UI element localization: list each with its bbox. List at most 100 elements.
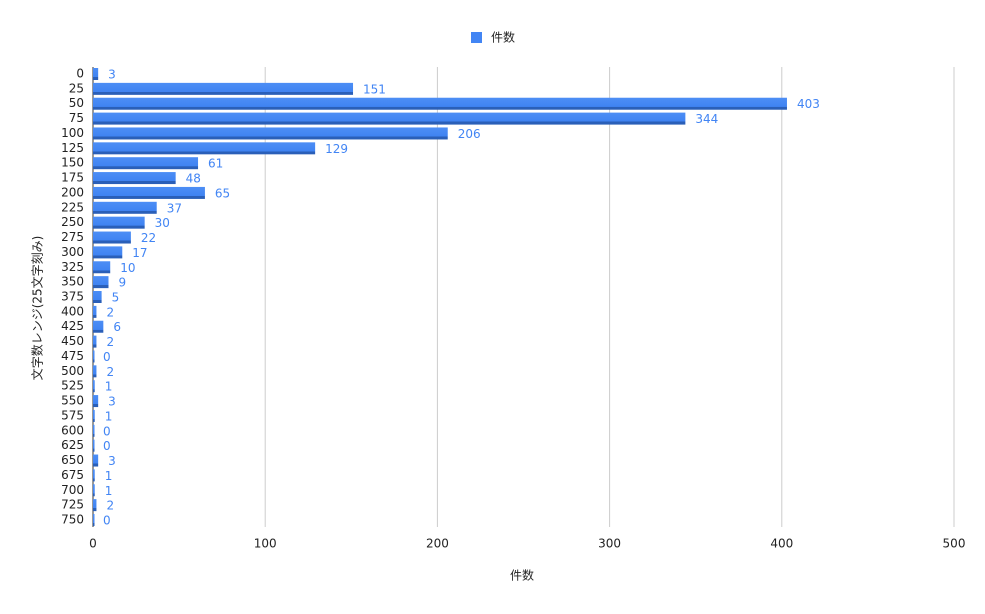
x-tick-label: 500	[943, 537, 966, 551]
value-label: 403	[797, 97, 820, 111]
bar	[93, 216, 145, 229]
bar	[93, 276, 109, 289]
legend-swatch	[471, 32, 482, 43]
value-label: 61	[208, 157, 223, 171]
value-label: 206	[458, 127, 481, 141]
value-label: 37	[167, 201, 182, 215]
y-tick-label: 450	[61, 334, 84, 348]
bar	[93, 350, 95, 363]
bar	[93, 454, 99, 467]
y-axis-title: 文字数レンジ(25文字刻み)	[30, 236, 45, 381]
x-tick-label: 300	[598, 537, 621, 551]
bar	[93, 335, 97, 348]
y-tick-label: 75	[69, 111, 84, 125]
y-tick-label: 550	[61, 394, 84, 408]
value-label: 0	[103, 424, 111, 438]
x-tick-label: 100	[254, 537, 277, 551]
y-tick-label: 700	[61, 483, 84, 497]
bar	[93, 112, 686, 125]
value-label: 10	[120, 261, 135, 275]
y-tick-label: 300	[61, 245, 84, 259]
y-tick-label: 675	[61, 468, 84, 482]
value-label: 22	[141, 231, 156, 245]
bar	[93, 499, 97, 512]
value-label: 151	[363, 82, 386, 96]
value-label: 1	[105, 484, 113, 498]
bar	[93, 291, 102, 303]
bar	[93, 484, 95, 497]
y-tick-label: 650	[61, 453, 84, 467]
value-label: 2	[106, 305, 114, 319]
value-label: 2	[106, 335, 114, 349]
y-tick-label: 0	[76, 67, 84, 81]
bar	[93, 142, 316, 155]
y-tick-label: 150	[61, 156, 84, 170]
value-label: 2	[106, 365, 114, 379]
value-label: 0	[103, 514, 111, 528]
y-tick-label: 25	[69, 81, 84, 95]
bar	[93, 469, 95, 482]
value-label: 3	[108, 395, 116, 409]
y-tick-label: 275	[61, 230, 84, 244]
y-tick-label: 100	[61, 126, 84, 140]
bar	[93, 186, 205, 199]
bar	[93, 424, 95, 437]
x-tick-label: 400	[770, 537, 793, 551]
y-tick-label: 525	[61, 379, 84, 393]
bar	[93, 409, 95, 422]
bar	[93, 380, 95, 393]
y-tick-label: 125	[61, 141, 84, 155]
y-tick-label: 625	[61, 438, 84, 452]
bar	[93, 395, 99, 408]
value-label: 3	[108, 68, 116, 82]
y-tick-label: 350	[61, 275, 84, 289]
y-tick-label: 200	[61, 185, 84, 199]
y-tick-label: 225	[61, 200, 84, 214]
bar	[93, 514, 95, 526]
value-label: 2	[106, 499, 114, 513]
value-label: 30	[155, 216, 170, 230]
y-tick-label: 375	[61, 290, 84, 304]
y-tick-label: 175	[61, 171, 84, 185]
bar	[93, 97, 787, 110]
y-tick-label: 600	[61, 423, 84, 437]
y-tick-label: 425	[61, 319, 84, 333]
y-tick-label: 325	[61, 260, 84, 274]
value-label: 344	[695, 112, 718, 126]
legend-label: 件数	[491, 30, 515, 45]
value-label: 1	[105, 380, 113, 394]
y-tick-label: 250	[61, 215, 84, 229]
y-tick-label: 725	[61, 498, 84, 512]
value-label: 9	[118, 276, 126, 290]
value-label: 0	[103, 439, 111, 453]
value-label: 0	[103, 350, 111, 364]
value-label: 17	[132, 246, 147, 260]
bar	[93, 127, 448, 140]
y-tick-label: 750	[61, 513, 84, 527]
bar	[93, 231, 131, 244]
bar	[93, 201, 157, 214]
bar	[93, 305, 97, 318]
x-tick-label: 200	[426, 537, 449, 551]
x-tick-label: 0	[89, 537, 97, 551]
value-label: 129	[325, 142, 348, 156]
value-label: 6	[113, 320, 121, 334]
bar	[93, 365, 97, 378]
value-label: 1	[105, 469, 113, 483]
x-axis-title: 件数	[510, 568, 534, 583]
y-tick-label: 500	[61, 364, 84, 378]
bar	[93, 68, 99, 80]
y-tick-label: 475	[61, 349, 84, 363]
bar	[93, 261, 111, 274]
bar	[93, 320, 104, 333]
value-label: 5	[112, 291, 120, 305]
bar	[93, 172, 176, 185]
value-label: 65	[215, 186, 230, 200]
y-tick-label: 400	[61, 304, 84, 318]
bar	[93, 246, 123, 259]
bar	[93, 157, 199, 170]
value-label: 3	[108, 454, 116, 468]
value-label: 48	[186, 172, 201, 186]
